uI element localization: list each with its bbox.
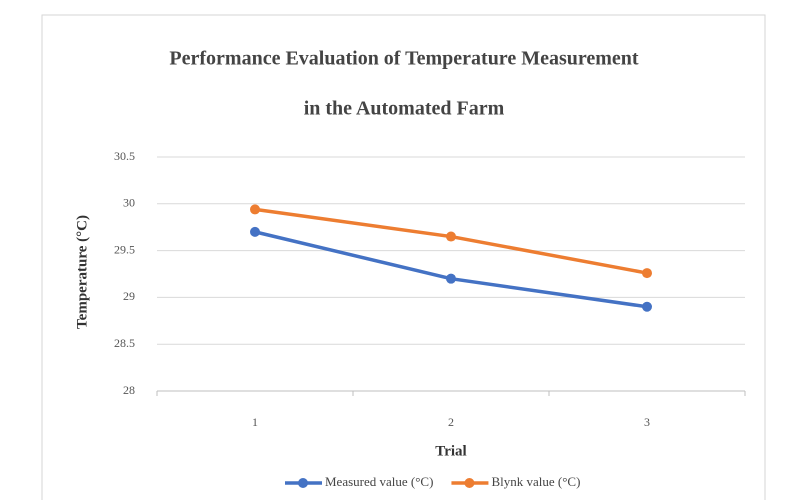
- y-tick-label: 29: [123, 289, 135, 303]
- legend-label: Measured value (°C): [325, 474, 433, 489]
- x-axis-title: Trial: [435, 443, 466, 459]
- y-tick-label: 28.5: [114, 336, 135, 350]
- chart-title: Performance Evaluation of Temperature Me…: [169, 48, 639, 70]
- y-tick-label: 30: [123, 196, 135, 210]
- data-point: [642, 268, 652, 279]
- data-point: [446, 231, 456, 242]
- y-tick-label: 28: [123, 383, 135, 397]
- legend-swatch-dot: [464, 478, 475, 488]
- x-tick-label: 3: [644, 415, 650, 429]
- legend-swatch-dot: [298, 478, 308, 488]
- y-tick-label: 29.5: [114, 242, 135, 256]
- data-point: [446, 273, 456, 284]
- y-axis-title: Temperature (°C): [74, 215, 90, 329]
- chart-frame: [41, 14, 766, 500]
- x-tick-label: 2: [448, 415, 454, 429]
- legend-label: Blynk value (°C): [491, 474, 580, 489]
- chart-title: in the Automated Farm: [304, 98, 505, 120]
- data-point: [250, 226, 260, 237]
- y-tick-label: 30.5: [114, 149, 135, 163]
- data-point: [250, 204, 260, 215]
- x-tick-label: 1: [252, 415, 258, 429]
- data-point: [642, 301, 652, 312]
